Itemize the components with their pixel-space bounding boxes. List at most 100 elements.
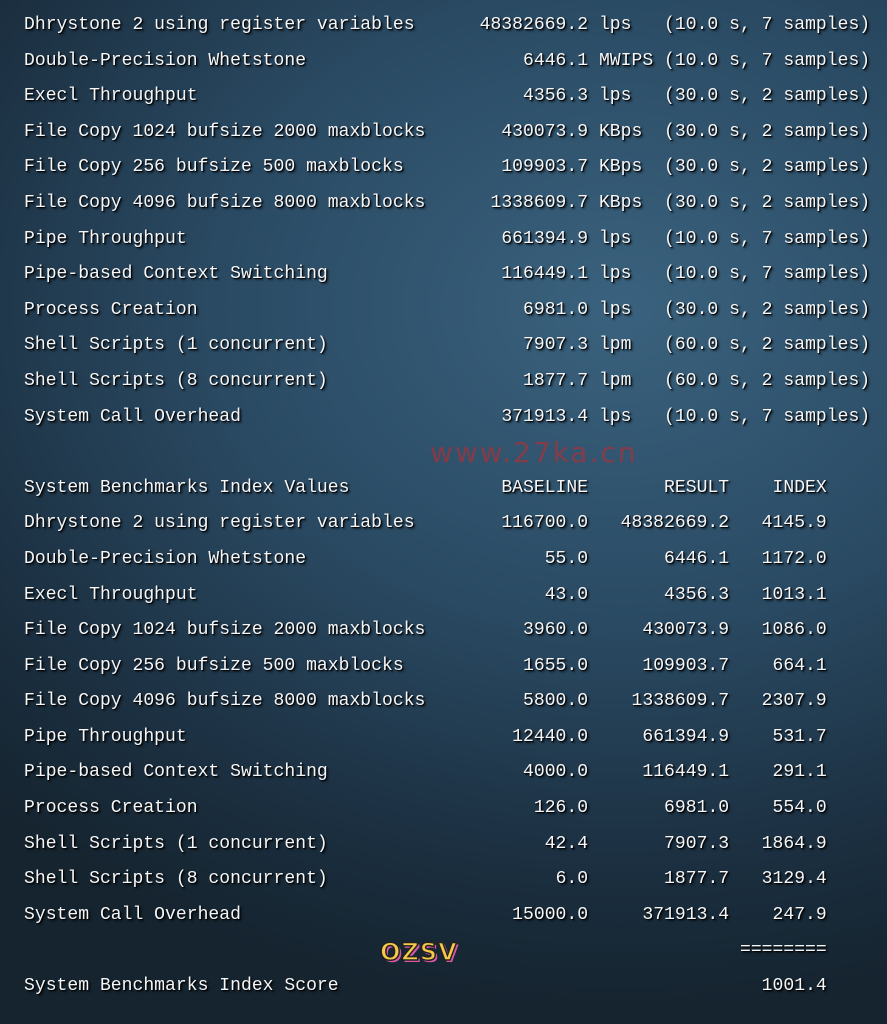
- test-unit: MWIPS: [598, 50, 654, 71]
- test-name: File Copy 256 bufsize 500 maxblocks: [24, 157, 404, 178]
- result-row: Dhrystone 2 using register variables 4838…: [24, 8, 870, 44]
- baseline-header: BASELINE: [501, 477, 589, 498]
- index-row: Process Creation 126.0 6981.0 554.0: [24, 791, 870, 827]
- test-value: 371913.4: [501, 406, 589, 427]
- test-samples: (30.0 s, 2 samples): [664, 157, 871, 178]
- index-row: Pipe Throughput 12440.0 661394.9 531.7: [24, 720, 870, 756]
- test-name: File Copy 1024 bufsize 2000 maxblocks: [24, 121, 426, 142]
- index-row: Pipe-based Context Switching 4000.0 116449…: [24, 755, 870, 791]
- index-value: 1086.0: [761, 620, 827, 641]
- result-row: Execl Throughput 4356.3 lps (30.0 s, 2 samp…: [24, 79, 870, 115]
- result-row: Process Creation 6981.0 lps (30.0 s, 2 samp…: [24, 293, 870, 329]
- test-name: Execl Throughput: [24, 86, 198, 107]
- index-row: Shell Scripts (1 concurrent) 42.4 7907.3 18…: [24, 827, 870, 863]
- test-name: File Copy 1024 bufsize 2000 maxblocks: [24, 620, 426, 641]
- test-value: 109903.7: [501, 157, 589, 178]
- index-row: File Copy 256 bufsize 500 maxblocks 1655.…: [24, 649, 870, 685]
- index-value: 247.9: [772, 904, 827, 925]
- test-samples: (60.0 s, 2 samples): [664, 370, 871, 391]
- index-value: 531.7: [772, 726, 827, 747]
- test-name: Process Creation: [24, 798, 198, 819]
- test-samples: (10.0 s, 7 samples): [664, 406, 871, 427]
- test-name: Pipe-based Context Switching: [24, 762, 328, 783]
- test-unit: lps: [598, 299, 632, 320]
- test-unit: lpm: [598, 370, 632, 391]
- result-value: 6446.1: [664, 548, 730, 569]
- test-value: 4356.3: [523, 86, 589, 107]
- index-header: System Benchmarks Index Values BASELINE …: [24, 471, 870, 507]
- index-title: System Benchmarks Index Values: [24, 477, 350, 498]
- score-line: System Benchmarks Index Score 1001.4: [24, 969, 870, 1005]
- baseline-value: 15000.0: [512, 904, 589, 925]
- baseline-value: 126.0: [533, 798, 589, 819]
- test-samples: (30.0 s, 2 samples): [664, 86, 871, 107]
- test-unit: KBps: [598, 157, 643, 178]
- result-value: 661394.9: [642, 726, 730, 747]
- score-value: 1001.4: [761, 976, 827, 997]
- test-unit: KBps: [598, 192, 643, 213]
- test-value: 1877.7: [523, 370, 589, 391]
- test-unit: lpm: [598, 335, 632, 356]
- ozsv-logo: OZSV: [379, 937, 458, 967]
- test-name: Shell Scripts (1 concurrent): [24, 833, 328, 854]
- baseline-value: 5800.0: [523, 691, 589, 712]
- score-label: System Benchmarks Index Score: [24, 976, 339, 997]
- separator: ========: [739, 940, 827, 961]
- index-value: 1172.0: [761, 548, 827, 569]
- test-samples: (10.0 s, 7 samples): [664, 15, 871, 35]
- index-value: 3129.4: [761, 869, 827, 890]
- result-value: 7907.3: [664, 833, 730, 854]
- separator-line: ========: [24, 933, 870, 969]
- test-name: Pipe Throughput: [24, 726, 187, 747]
- test-unit: lps: [598, 406, 632, 427]
- result-value: 48382669.2: [620, 513, 730, 534]
- baseline-value: 4000.0: [523, 762, 589, 783]
- test-value: 48382669.2: [479, 15, 589, 35]
- test-value: 430073.9: [501, 121, 589, 142]
- result-value: 109903.7: [642, 655, 730, 676]
- index-row: Double-Precision Whetstone 55.0 6446.1 1172…: [24, 542, 870, 578]
- test-name: File Copy 4096 bufsize 8000 maxblocks: [24, 691, 426, 712]
- result-row: Pipe-based Context Switching 116449.1 lps (…: [24, 257, 870, 293]
- test-unit: KBps: [598, 121, 643, 142]
- result-value: 371913.4: [642, 904, 730, 925]
- test-name: Shell Scripts (8 concurrent): [24, 869, 328, 890]
- test-name: File Copy 4096 bufsize 8000 maxblocks: [24, 192, 426, 213]
- index-row: Execl Throughput 43.0 4356.3 1013.1: [24, 578, 870, 614]
- test-name: File Copy 256 bufsize 500 maxblocks: [24, 655, 404, 676]
- test-samples: (30.0 s, 2 samples): [664, 192, 871, 213]
- index-row: System Call Overhead 15000.0 371913.4 247.9: [24, 898, 870, 934]
- baseline-value: 55.0: [544, 548, 589, 569]
- test-name: Dhrystone 2 using register variables: [24, 513, 415, 534]
- test-samples: (30.0 s, 2 samples): [664, 299, 871, 320]
- test-name: Double-Precision Whetstone: [24, 548, 307, 569]
- baseline-value: 42.4: [544, 833, 589, 854]
- test-value: 661394.9: [501, 228, 589, 249]
- result-row: Double-Precision Whetstone 6446.1 MWIPS (10…: [24, 44, 870, 80]
- test-samples: (10.0 s, 7 samples): [664, 50, 871, 71]
- result-value: 4356.3: [664, 584, 730, 605]
- test-unit: lps: [598, 264, 632, 285]
- baseline-value: 1655.0: [523, 655, 589, 676]
- test-value: 116449.1: [501, 264, 589, 285]
- test-name: Shell Scripts (8 concurrent): [24, 370, 328, 391]
- index-row: File Copy 1024 bufsize 2000 maxblocks 396…: [24, 613, 870, 649]
- result-row: Pipe Throughput 661394.9 lps (10.0 s, 7 sam…: [24, 222, 870, 258]
- result-header: RESULT: [664, 477, 730, 498]
- test-name: Execl Throughput: [24, 584, 198, 605]
- benchmark-results: Dhrystone 2 using register variables 4838…: [24, 8, 870, 435]
- result-row: File Copy 256 bufsize 500 maxblocks 10990…: [24, 150, 870, 186]
- test-unit: lps: [598, 15, 632, 35]
- result-row: File Copy 4096 bufsize 8000 maxblocks 133…: [24, 186, 870, 222]
- index-rows: Dhrystone 2 using register variables 1167…: [24, 506, 870, 933]
- test-samples: (10.0 s, 7 samples): [664, 264, 871, 285]
- index-col-header: INDEX: [772, 477, 827, 498]
- baseline-value: 3960.0: [523, 620, 589, 641]
- result-row: System Call Overhead 371913.4 lps (10.0 s, …: [24, 400, 870, 436]
- terminal-output: Dhrystone 2 using register variables 4838…: [24, 8, 870, 1005]
- result-row: File Copy 1024 bufsize 2000 maxblocks 430…: [24, 115, 870, 151]
- baseline-value: 43.0: [544, 584, 589, 605]
- index-value: 4145.9: [761, 513, 827, 534]
- result-value: 1877.7: [664, 869, 730, 890]
- test-unit: lps: [598, 228, 632, 249]
